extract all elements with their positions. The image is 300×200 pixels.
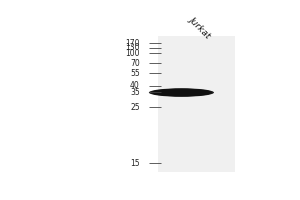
Text: 130: 130 <box>125 43 140 52</box>
Text: 170: 170 <box>125 39 140 48</box>
Text: 35: 35 <box>130 88 140 97</box>
Ellipse shape <box>175 92 188 93</box>
Ellipse shape <box>149 88 214 97</box>
Ellipse shape <box>164 90 199 95</box>
Text: 55: 55 <box>130 69 140 78</box>
Text: 70: 70 <box>130 59 140 68</box>
Text: Jurkat: Jurkat <box>188 14 212 39</box>
Ellipse shape <box>158 89 205 96</box>
FancyBboxPatch shape <box>158 36 235 172</box>
Ellipse shape <box>160 90 203 95</box>
Ellipse shape <box>173 91 190 94</box>
Ellipse shape <box>171 91 192 94</box>
Text: 100: 100 <box>125 49 140 58</box>
Ellipse shape <box>151 89 212 96</box>
Text: 25: 25 <box>130 103 140 112</box>
Ellipse shape <box>168 91 194 94</box>
Text: 15: 15 <box>130 159 140 168</box>
Ellipse shape <box>179 92 184 93</box>
Ellipse shape <box>177 92 186 93</box>
Ellipse shape <box>155 89 208 96</box>
Ellipse shape <box>153 89 210 96</box>
Ellipse shape <box>166 91 196 95</box>
Ellipse shape <box>162 90 201 95</box>
Text: 40: 40 <box>130 81 140 90</box>
